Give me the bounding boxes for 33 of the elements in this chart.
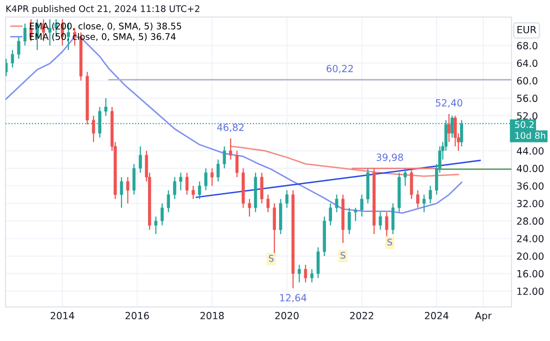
annotation: S [340,252,346,259]
y-tick-label: 44.00 [516,147,544,155]
annotation: 46,82 [217,124,244,132]
y-tick-label: 60.0 [517,77,538,84]
annotation: 39,98 [376,154,404,162]
x-tick-label: 2022 [350,312,374,320]
annotation: S [387,238,392,246]
text: 10d 8h [515,132,546,139]
chart-title: K4PR published Oct 21, 2024 11:18 UTC+2 [6,5,200,14]
y-tick-label: 32.00 [517,200,544,208]
annotation: 52,40 [436,99,462,108]
annotation: 12,64 [280,294,306,302]
y-tick-label: 40.00 [516,164,544,172]
x-tick-label: 2014 [50,312,74,320]
y-tick-label: 56.0 [517,94,538,102]
x-tick-label: 2024 [424,312,448,320]
y-tick-label: 68.0 [517,42,538,50]
y-tick-label: 36.00 [517,182,544,190]
y-tick-label: 24.00 [517,234,544,242]
annotation: 60,22 [326,64,353,74]
x-tick-label: 2016 [126,312,149,320]
y-tick-label: 12.00 [517,288,544,295]
y-tick-label: 52.0 [517,112,538,120]
x-tick-label: 2020 [275,312,299,320]
annotation: S [268,254,274,262]
y-tick-label: 20.00 [517,252,544,260]
x-tick-label: Apr [474,312,492,322]
y-tick-label: 28.00 [517,217,544,225]
y-axis-title: EUR [518,26,536,34]
y-tick-label: 16.00 [517,270,544,278]
ref-line-label: 50.2 [515,121,534,128]
x-tick-label: 2018 [200,312,224,320]
y-tick-label: 64.0 [517,60,538,67]
